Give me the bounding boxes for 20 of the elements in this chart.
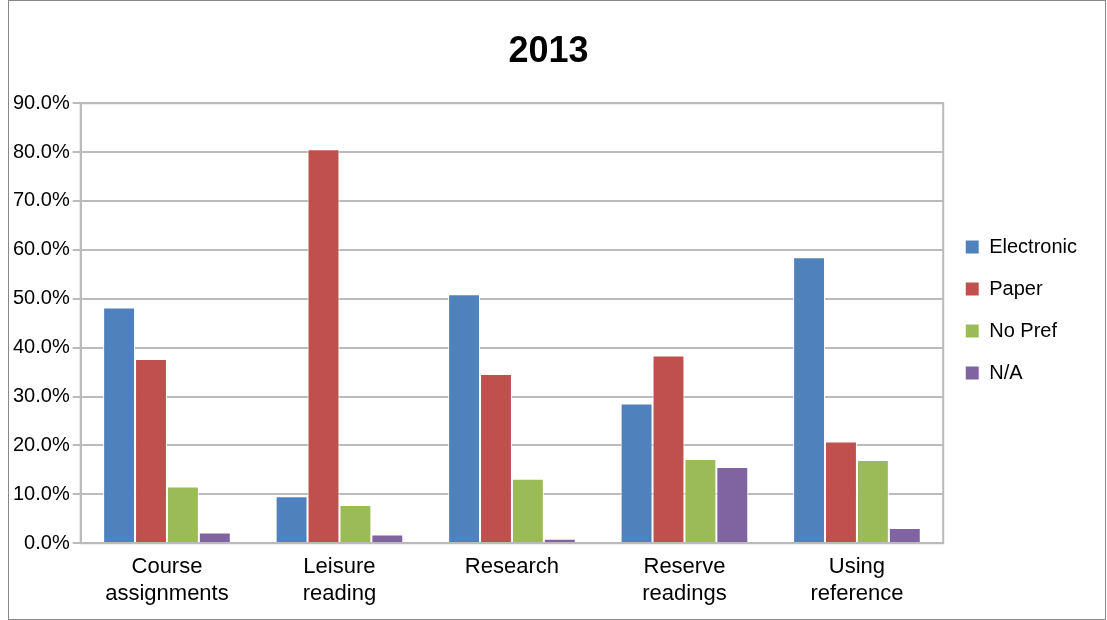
y-tick-label: 20.0% xyxy=(12,432,70,455)
legend-label: No Pref xyxy=(989,318,1058,341)
y-tick-label: 10.0% xyxy=(12,481,70,504)
y-tick-label: 70.0% xyxy=(12,188,70,211)
y-tick-label: 60.0% xyxy=(12,237,70,260)
x-tick-label: Using reference xyxy=(810,553,904,605)
y-tick-label: 90.0% xyxy=(12,90,70,113)
legend-label: N/A xyxy=(989,360,1024,383)
x-tick-label: Leisure reading xyxy=(302,553,377,605)
x-tick-label: Course assignments xyxy=(105,553,229,605)
y-tick-label: 0.0% xyxy=(24,530,70,553)
legend-label: Electronic xyxy=(989,234,1077,257)
y-tick-label: 40.0% xyxy=(12,335,70,358)
chart-title: 2013 xyxy=(508,28,589,70)
x-tick-label: Reserve readings xyxy=(642,553,727,605)
y-tick-label: 50.0% xyxy=(12,286,70,309)
x-tick-label: Research xyxy=(464,553,560,579)
y-tick-label: 30.0% xyxy=(12,384,70,407)
y-tick-label: 80.0% xyxy=(12,139,70,162)
legend-label: Paper xyxy=(989,276,1043,299)
